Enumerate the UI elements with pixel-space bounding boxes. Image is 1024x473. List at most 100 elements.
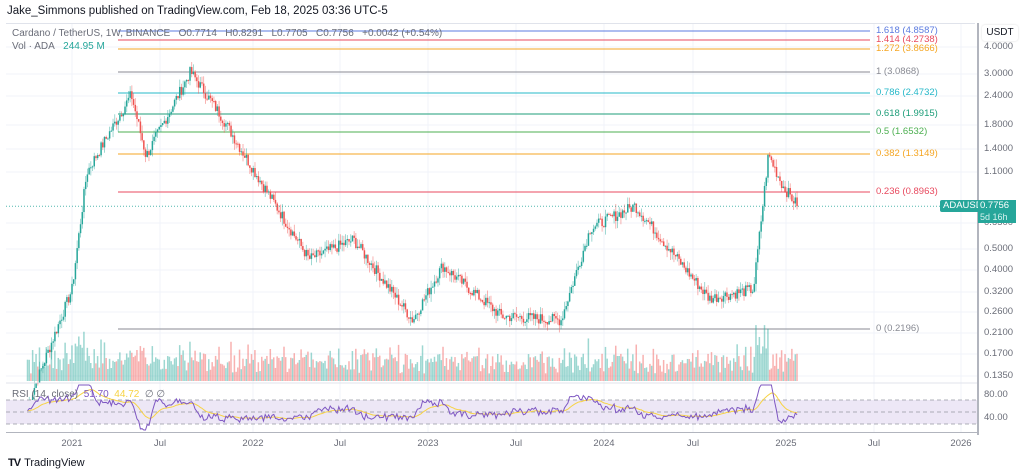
volume-bar (437, 354, 439, 381)
tradingview-logo[interactable]: TV TradingView (8, 457, 85, 469)
volume-bar (681, 360, 684, 381)
price-tick: 0.3200 (984, 286, 1014, 297)
volume-bar (233, 355, 236, 381)
candle-body (66, 297, 68, 302)
price-tick: 0.4000 (984, 264, 1014, 275)
candle-body (738, 289, 740, 294)
volume-bar (678, 364, 680, 381)
candle-body (50, 342, 53, 353)
volume-bar (647, 371, 649, 381)
time-tick: Jul (333, 438, 347, 449)
volume-bar (262, 360, 265, 381)
candle-body (745, 285, 747, 297)
candle-body (632, 204, 634, 212)
currency-button[interactable]: USDT (982, 25, 1018, 41)
volume-bar (717, 361, 720, 381)
volume-bar (37, 366, 39, 381)
candle-body (690, 274, 692, 277)
candle-body (683, 262, 685, 268)
volume-bar (165, 368, 167, 381)
volume-bar (443, 366, 446, 381)
candle-body (765, 177, 768, 186)
candle-body (84, 181, 87, 190)
candle-body (562, 318, 564, 321)
candle-body (392, 286, 395, 293)
candle-body (461, 275, 463, 284)
volume-bar (136, 349, 138, 381)
volume-bar (356, 359, 359, 381)
candle-body (456, 276, 458, 280)
volume-bar (343, 367, 345, 381)
fib-level-label: 1 (3.0868) (876, 66, 920, 77)
rsi-title[interactable]: RSI (14, close) (12, 389, 79, 400)
candle-body (42, 366, 44, 369)
candle-body (144, 149, 147, 157)
candle-body (283, 211, 285, 224)
volume-bar (452, 361, 455, 381)
volume-bar (763, 325, 766, 381)
volume-bar (685, 363, 687, 381)
candle-body (467, 287, 470, 293)
volume-bar (259, 371, 261, 381)
volume-bar (784, 354, 786, 381)
candle-body (107, 138, 109, 140)
candle-body (753, 283, 756, 292)
symbol-title[interactable]: Cardano / TetherUS, 1W, BINANCE (12, 28, 171, 39)
candle-body (724, 292, 726, 297)
candle-body (596, 222, 598, 227)
volume-bar (702, 366, 704, 381)
volume-bar (238, 349, 241, 381)
volume-bar (95, 363, 97, 381)
candle-body (310, 253, 313, 259)
volume-bar (373, 357, 376, 381)
volume-bar (196, 361, 198, 381)
volume-bar (202, 353, 205, 381)
candle-body (731, 294, 733, 296)
volume-bar (86, 347, 89, 381)
volume-bar (213, 366, 215, 381)
candle-body (751, 291, 754, 293)
volume-bar (170, 361, 172, 381)
volume-bar (42, 363, 44, 381)
volume-bar (79, 344, 82, 381)
candle-body (88, 167, 90, 175)
volume-bar (623, 361, 626, 381)
candle-body (618, 212, 620, 217)
volume-bar (425, 360, 427, 381)
volume-bar (418, 371, 420, 381)
candle-body (572, 285, 574, 288)
rsi-value: 51.70 (83, 389, 109, 400)
volume-bar (558, 357, 561, 381)
candle-body (515, 314, 518, 317)
volume-label[interactable]: Vol · ADA (12, 41, 55, 52)
volume-bar (279, 360, 282, 381)
candle-body (628, 204, 631, 208)
last-price-value: 0.7756 (980, 200, 1010, 211)
candle-body (245, 154, 248, 158)
candle-body (346, 239, 349, 241)
volume-bar (756, 345, 759, 381)
candle-body (710, 295, 713, 303)
volume-bar (204, 354, 207, 381)
volume-bar (608, 367, 610, 381)
candle-body (314, 255, 316, 258)
candle-body (640, 215, 643, 217)
volume-bar (633, 370, 636, 381)
volume-bar (194, 350, 196, 381)
volume-bar (488, 373, 490, 381)
volume-bar (491, 356, 494, 381)
volume-bar (739, 366, 742, 381)
volume-bar (512, 364, 514, 381)
volume-bar (235, 371, 237, 381)
candle-body (449, 272, 451, 276)
volume-bar (459, 370, 461, 381)
candle-body (601, 218, 603, 227)
candle-body (531, 313, 533, 316)
time-tick: 2024 (593, 438, 615, 449)
volume-bar (570, 357, 573, 381)
volume-bar (474, 356, 477, 381)
candle-body (734, 292, 737, 299)
candle-body (563, 309, 566, 319)
volume-bar (760, 353, 762, 381)
